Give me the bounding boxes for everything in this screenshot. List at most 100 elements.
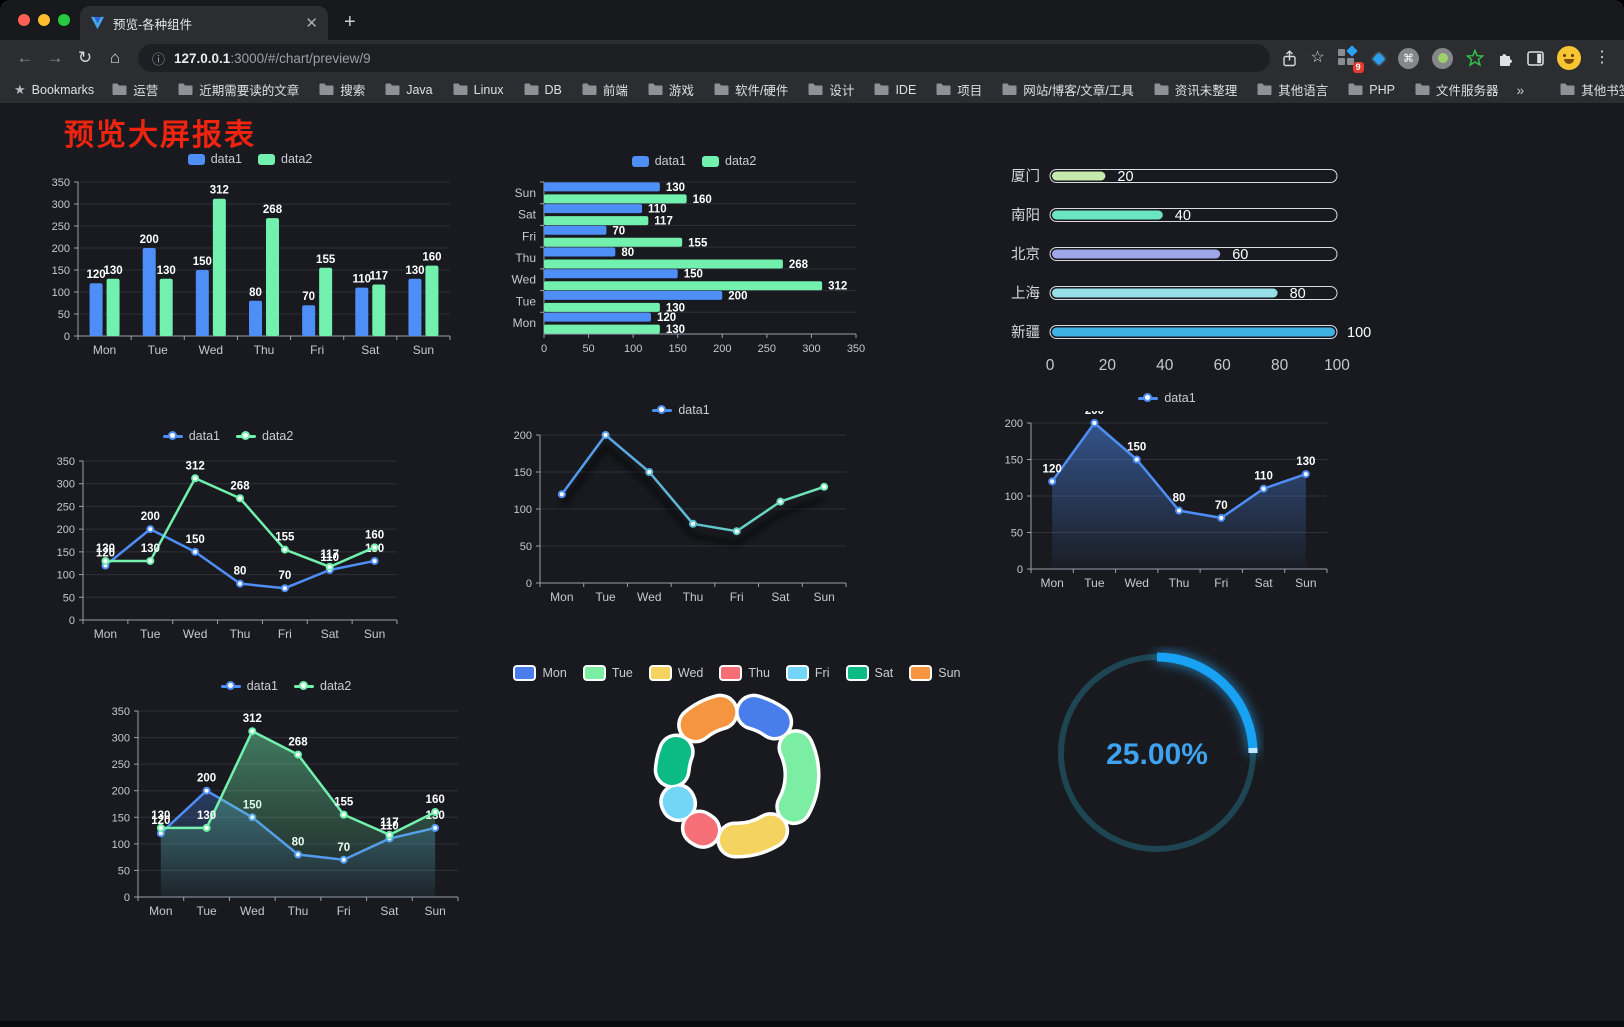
legend-item[interactable]: data1 [652, 403, 710, 417]
bar-data2-Thu[interactable] [266, 218, 279, 336]
new-tab-button[interactable]: + [344, 11, 356, 33]
bar-data2-Sun[interactable] [425, 265, 439, 336]
hbar-data2-Tue[interactable] [544, 302, 660, 312]
bar-data1-Wed[interactable] [195, 270, 209, 336]
legend-item[interactable]: Mon [513, 665, 567, 681]
chart-line-gradient[interactable]: data1 0 50 100 150 200 Mon Tue Wed Thu Fri Sat Sun [502, 397, 860, 611]
legend-item[interactable]: data1 [1138, 391, 1196, 405]
pie-slice-Sat[interactable] [657, 736, 692, 786]
bar-data2-Tue[interactable] [159, 278, 173, 336]
pie-slice-Fri[interactable] [662, 786, 694, 819]
hbar-data1-Fri[interactable] [544, 225, 607, 235]
legend-item[interactable]: data1 [631, 154, 686, 168]
point-data1-Tue[interactable] [1090, 419, 1099, 427]
browser-menu-icon[interactable]: ⋮ [1594, 49, 1610, 66]
hbar-data2-Sun[interactable] [544, 194, 687, 204]
point-data1-Sat[interactable] [776, 497, 785, 506]
share-icon[interactable] [1282, 49, 1297, 67]
bookmark-folder[interactable]: 游戏 [648, 80, 694, 99]
chart-line-area[interactable]: data1 0 50 100 150 200 Mon Tue Wed Thu Fri Sat Sun 12… [993, 385, 1341, 597]
point-data1-Fri[interactable] [280, 584, 289, 593]
progress-fill-厦门[interactable] [1052, 171, 1106, 181]
point-data1-Fri[interactable] [1217, 513, 1226, 522]
progress-fill-上海[interactable] [1052, 288, 1278, 298]
point-data1-Wed[interactable] [191, 547, 200, 556]
extension-icon-command[interactable]: ⌘ [1398, 47, 1419, 69]
legend-item[interactable]: data2 [294, 679, 351, 693]
legend-item[interactable]: Thu [719, 665, 770, 681]
point-data2-Mon[interactable] [156, 823, 165, 832]
bookmark-folder[interactable]: 网站/博客/文章/工具 [1002, 80, 1134, 99]
bookmark-folder[interactable]: 近期需要读的文章 [178, 80, 299, 99]
bookmark-folder[interactable]: 运营 [112, 80, 158, 99]
bar-data1-Mon[interactable] [89, 283, 103, 336]
point-data2-Sat[interactable] [325, 562, 334, 571]
chart-grouped-bar[interactable]: data1 data2 0 50 100 150 200 250 300 350 Mon Tue Wed… [40, 146, 460, 364]
bar-data1-Sun[interactable] [408, 278, 422, 336]
window-minimize-button[interactable] [38, 14, 50, 26]
extension-icon-star[interactable] [1466, 49, 1484, 67]
extension-icon-recorder[interactable] [1432, 47, 1453, 69]
pie-slice-Tue[interactable] [778, 732, 817, 822]
chart-city-progress[interactable]: 厦门 20 南阳 40 北京 60 上海 80 新疆 100 0 20 40 60 80 100 [992, 152, 1392, 384]
browser-tab[interactable]: 预览-各种组件 ✕ [80, 6, 328, 40]
hbar-data1-Thu[interactable] [544, 247, 616, 257]
point-data1-Thu[interactable] [689, 519, 697, 528]
hbar-data2-Fri[interactable] [544, 237, 683, 247]
bar-data1-Fri[interactable] [302, 305, 316, 336]
progress-fill-北京[interactable] [1052, 249, 1221, 259]
legend-item[interactable]: Sat [845, 665, 893, 681]
point-data1-Tue[interactable] [146, 525, 155, 534]
bar-data1-Sat[interactable] [355, 287, 369, 336]
bookmark-folder[interactable]: IDE [874, 80, 916, 99]
profile-avatar[interactable] [1557, 46, 1581, 70]
reload-button[interactable]: ↻ [77, 48, 93, 67]
hbar-data1-Wed[interactable] [544, 269, 678, 279]
point-data1-Thu[interactable] [236, 579, 244, 588]
extension-icon-gem[interactable]: ◆ [1372, 50, 1385, 67]
point-data1-Mon[interactable] [557, 490, 566, 499]
bookmark-folder[interactable]: 设计 [808, 80, 854, 99]
chart-area-two-series[interactable]: data1 data2 0 50 100 150 200 250 300 350 Mon Tue Wed… [100, 673, 472, 925]
bar-data2-Sat[interactable] [372, 284, 386, 336]
bookmark-folder[interactable]: PHP [1348, 80, 1395, 99]
legend-item[interactable]: data2 [258, 152, 312, 166]
pie-slice-Thu[interactable] [684, 812, 718, 846]
point-data1-Mon[interactable] [1048, 477, 1057, 486]
progress-fill-南阳[interactable] [1052, 210, 1163, 220]
point-data1-Sun[interactable] [820, 482, 829, 491]
legend-item[interactable]: Fri [785, 665, 830, 681]
point-data2-Fri[interactable] [339, 810, 348, 819]
point-data2-Thu[interactable] [294, 750, 302, 759]
hbar-data2-Thu[interactable] [544, 259, 783, 269]
url-bar[interactable]: ⓘ 127.0.0.1:3000/#/chart/preview/9 [138, 44, 1271, 72]
hbar-data2-Sat[interactable] [544, 216, 649, 226]
point-data2-Mon[interactable] [101, 556, 110, 565]
legend-item[interactable]: data1 [162, 429, 220, 443]
point-data1-Sat[interactable] [1259, 484, 1268, 493]
side-panel-icon[interactable] [1527, 50, 1544, 66]
hbar-data1-Sun[interactable] [544, 182, 660, 192]
tab-close-icon[interactable]: ✕ [305, 15, 318, 32]
extensions-puzzle-icon[interactable] [1497, 50, 1514, 67]
bar-data1-Thu[interactable] [249, 300, 262, 336]
bookmark-folder[interactable]: 文件服务器 [1415, 80, 1498, 99]
bookmark-folder[interactable]: 前端 [582, 80, 628, 99]
legend-item[interactable]: data2 [236, 429, 293, 443]
back-button[interactable]: ← [16, 48, 34, 67]
bookmarks-overflow-chevron[interactable]: » [1516, 81, 1525, 98]
point-data2-Sun[interactable] [370, 543, 379, 552]
legend-item[interactable]: Tue [582, 665, 633, 681]
point-data1-Tue[interactable] [202, 786, 211, 795]
bookmark-folder[interactable]: 项目 [936, 80, 982, 99]
point-data1-Wed[interactable] [1132, 455, 1141, 464]
bar-data1-Tue[interactable] [142, 248, 156, 336]
point-data1-Fri[interactable] [732, 527, 741, 536]
chart-line-two-series[interactable]: data1 data2 0 50 100 150 200 250 300 350 Mon Tue Wed… [45, 423, 411, 648]
hbar-data2-Wed[interactable] [544, 281, 823, 291]
point-data2-Fri[interactable] [280, 545, 289, 554]
legend-item[interactable]: data1 [187, 152, 242, 166]
hbar-data1-Tue[interactable] [544, 290, 723, 300]
bar-data2-Fri[interactable] [319, 267, 333, 336]
point-data1-Tue[interactable] [601, 431, 610, 439]
